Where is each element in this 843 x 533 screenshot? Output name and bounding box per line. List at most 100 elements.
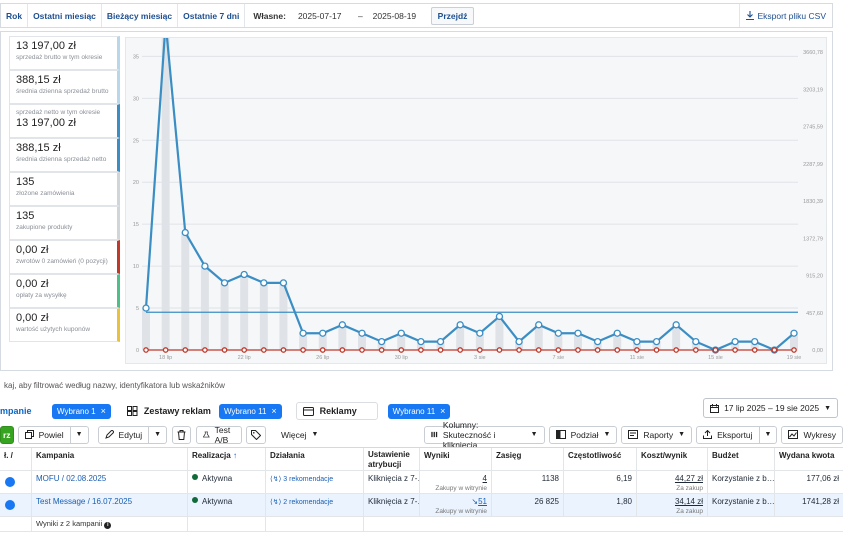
edit-button[interactable]: Edytuj <box>97 425 150 444</box>
cost-per-result-value[interactable]: 34,14 zł <box>674 497 703 506</box>
header-frequency[interactable]: Częstotliwość <box>564 448 637 470</box>
results-value[interactable]: 4 <box>482 474 487 483</box>
adsets-selected-label: Wybrano 11 <box>223 406 267 416</box>
ab-test-button[interactable]: Test A/B <box>196 424 242 445</box>
header-delivery[interactable]: Realizacja ↑ <box>188 448 266 470</box>
stat-card: 0,00 zł zwrotów 0 zamówień (0 pozycji) <box>9 240 120 274</box>
header-results[interactable]: Wyniki <box>420 448 492 470</box>
edit-dropdown[interactable]: ▼ <box>149 425 168 444</box>
table-row[interactable]: Test Message / 16.07.2025 Aktywna ⟨↯⟩ 2 … <box>0 494 843 517</box>
cost-per-result-value[interactable]: 44,27 zł <box>674 474 703 483</box>
campaign-name-link[interactable]: Test Message / 16.07.2025 <box>36 497 133 506</box>
recommendations-label: 2 rekomendacje <box>283 499 334 506</box>
header-attribution[interactable]: Ustawienie atrybucji <box>364 448 420 470</box>
flask-icon <box>203 431 210 438</box>
range-last-month-button[interactable]: Ostatni miesiąc <box>28 4 102 27</box>
charts-button[interactable]: Wykresy <box>781 425 843 444</box>
campaign-toggle[interactable] <box>0 494 32 516</box>
export-button[interactable]: Eksportuj <box>696 425 760 444</box>
campaign-toggle[interactable] <box>0 471 32 493</box>
date-range-picker[interactable]: 17 lip 2025 – 19 sie 2025 ▼ <box>703 398 838 418</box>
header-cost-per-result[interactable]: Koszt/wynik <box>637 448 708 470</box>
frequency-cell: 1,80 <box>564 494 637 516</box>
x-tick-label: 30 lip <box>395 355 408 361</box>
reports-label: Raporty <box>643 429 674 440</box>
recommendations-link[interactable]: ⟨↯⟩ 3 rekomendacje <box>270 476 334 483</box>
chevron-down-icon: ▼ <box>764 431 772 438</box>
bar <box>416 341 425 350</box>
delete-button[interactable] <box>172 425 192 444</box>
y-tick-left: 0 <box>136 348 139 354</box>
cost-per-result-sub: Za zakup <box>676 485 703 492</box>
date-to-input[interactable]: 2025-08-19 <box>372 10 417 21</box>
bar <box>161 22 170 350</box>
sales-chart: 0 5 10 15 20 25 30 35 0,00 457,60 915,20 1372,79 183… <box>125 19 827 364</box>
header-actions[interactable]: Działania <box>266 448 364 470</box>
info-icon[interactable]: i <box>104 522 112 529</box>
header-reach[interactable]: Zasięg <box>492 448 564 470</box>
series-point <box>476 347 483 353</box>
attribution-cell: Kliknięcia z 7-… <box>364 471 420 493</box>
range-year-button[interactable]: Rok <box>1 4 29 27</box>
reports-button[interactable]: Raporty ▼ <box>621 425 693 444</box>
close-icon[interactable]: × <box>271 406 277 416</box>
tab-ads-label: Reklamy <box>319 406 357 416</box>
bar <box>377 341 386 350</box>
export-csv-link[interactable]: Eksport pliku CSV <box>738 4 833 27</box>
date-from-input[interactable]: 2025-07-17 <box>297 10 342 21</box>
bar <box>181 232 190 350</box>
bar <box>534 324 543 350</box>
bar <box>456 324 465 350</box>
ads-selected-chip[interactable]: Wybrano 11 × <box>387 403 451 419</box>
close-icon[interactable]: × <box>440 406 446 416</box>
results-value[interactable]: 51 <box>478 497 487 506</box>
campaign-name-cell: Test Message / 16.07.2025 <box>32 494 188 516</box>
header-campaign[interactable]: Kampania <box>32 448 188 470</box>
chevron-down-icon: ▼ <box>678 431 686 438</box>
columns-label: Kolumny: Skuteczność i kliknięcia <box>442 419 496 450</box>
columns-button[interactable]: Kolumny: Skuteczność i kliknięcia ▼ <box>424 420 545 450</box>
duplicate-button[interactable]: Powiel <box>17 425 71 444</box>
range-current-month-button[interactable]: Bieżący miesiąc <box>102 4 179 27</box>
tab-adsets[interactable]: Zestawy reklam <box>126 406 211 416</box>
campaigns-table: ł. / Kampania Realizacja ↑ Działania Ust… <box>0 447 843 532</box>
duplicate-dropdown[interactable]: ▼ <box>70 425 89 444</box>
series-point <box>143 347 149 353</box>
recommendations-link[interactable]: ⟨↯⟩ 2 rekomendacje <box>270 499 334 506</box>
results-cell: ↘51 Zakupy w witrynie <box>420 494 492 516</box>
tab-ads[interactable]: Reklamy <box>295 402 378 420</box>
status-dot-icon <box>192 474 198 480</box>
header-budget[interactable]: Budżet <box>708 448 775 470</box>
bar <box>632 341 641 350</box>
close-icon[interactable]: × <box>100 406 106 416</box>
y-tick-right: 3203,19 <box>803 87 823 93</box>
tag-button[interactable] <box>245 425 266 444</box>
series-point <box>319 329 327 337</box>
range-last-7-days-button[interactable]: Ostatnie 7 dni <box>178 4 246 27</box>
campaign-name-link[interactable]: MOFU / 02.08.2025 <box>36 474 107 483</box>
apply-range-button[interactable]: Przejdź <box>430 6 475 25</box>
campaigns-selected-chip[interactable]: Wybrano 1 × <box>52 403 111 419</box>
header-amount-spent[interactable]: Wydana kwota <box>779 451 835 460</box>
y-tick-right: 0,00 <box>812 348 823 354</box>
export-dropdown[interactable]: ▼ <box>759 425 778 444</box>
ab-test-label: Test A/B <box>214 424 231 445</box>
series-point <box>181 228 189 237</box>
tab-campaigns[interactable]: mpanie <box>0 406 32 416</box>
breakdown-button[interactable]: Podział ▼ <box>548 425 618 444</box>
frequency-cell: 6,19 <box>564 471 637 493</box>
series-point <box>575 347 581 353</box>
create-button[interactable]: rz <box>0 425 14 444</box>
bar <box>475 333 484 350</box>
table-row[interactable]: MOFU / 02.08.2025 Aktywna ⟨↯⟩ 3 rekomend… <box>0 471 843 494</box>
bar <box>397 333 406 350</box>
delivery-status: Aktywna <box>202 497 233 506</box>
footer-empty <box>266 517 364 531</box>
download-icon <box>745 11 754 20</box>
adsets-selected-chip[interactable]: Wybrano 11 × <box>218 403 282 419</box>
custom-range-label: Własne: <box>253 10 286 21</box>
more-button[interactable]: Więcej ▼ <box>274 425 325 444</box>
series-point <box>279 279 288 287</box>
more-label: Więcej <box>280 429 307 440</box>
bar <box>299 333 308 350</box>
